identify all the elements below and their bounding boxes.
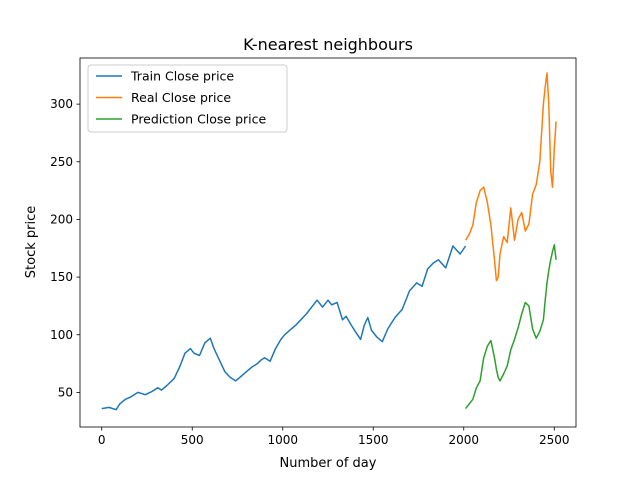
axes: 0 500 1000 1500 2000 2500 50 100 150 200 250 300 xyxy=(50,57,577,447)
legend-label-3: Prediction Close price xyxy=(131,112,267,127)
y-tick-label: 300 xyxy=(50,97,73,111)
series-line-3 xyxy=(465,244,557,410)
series-layer xyxy=(101,72,557,411)
x-axis-label: Number of day xyxy=(280,456,377,471)
y-tick-label: 200 xyxy=(50,212,73,226)
x-tick-label: 1500 xyxy=(358,433,389,447)
y-tick-label: 250 xyxy=(50,155,73,169)
legend-label-2: Real Close price xyxy=(131,90,231,105)
x-tick-label: 0 xyxy=(98,433,106,447)
series-line-1 xyxy=(101,245,467,411)
x-tick-label: 1000 xyxy=(267,433,298,447)
chart-title: K-nearest neighbours xyxy=(243,35,413,54)
x-tick-label: 2500 xyxy=(539,433,570,447)
legend-label-1: Train Close price xyxy=(130,69,234,84)
x-tick-label: 500 xyxy=(181,433,204,447)
y-tick-label: 100 xyxy=(50,328,73,342)
plot-frame xyxy=(79,57,577,428)
legend: Train Close price Real Close price Predict… xyxy=(87,64,288,133)
y-tick-label: 50 xyxy=(58,385,73,399)
x-tick-label: 2000 xyxy=(448,433,479,447)
y-tick-label: 150 xyxy=(50,270,73,284)
legend-box xyxy=(87,64,288,133)
y-axis-label: Stock price xyxy=(24,206,39,278)
series-line-2 xyxy=(464,72,557,282)
